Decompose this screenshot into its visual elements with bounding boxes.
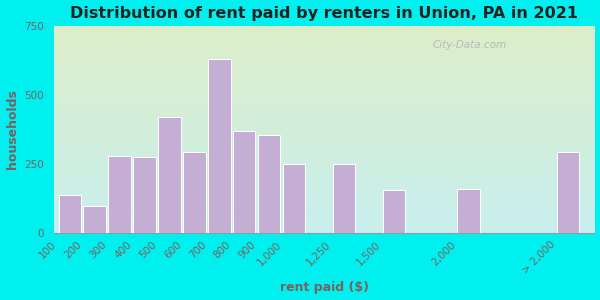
X-axis label: rent paid ($): rent paid ($) — [280, 281, 368, 294]
Bar — [109, 156, 131, 233]
Bar — [457, 189, 480, 233]
Title: Distribution of rent paid by renters in Union, PA in 2021: Distribution of rent paid by renters in … — [70, 6, 578, 21]
Bar — [59, 194, 81, 233]
Y-axis label: households: households — [5, 90, 19, 170]
Bar — [183, 152, 206, 233]
Bar — [383, 190, 405, 233]
Bar — [83, 206, 106, 233]
Bar — [333, 164, 355, 233]
Bar — [258, 135, 280, 233]
Bar — [158, 117, 181, 233]
Bar — [233, 131, 256, 233]
Text: City-Data.com: City-Data.com — [432, 40, 506, 50]
Bar — [208, 59, 230, 233]
Bar — [283, 164, 305, 233]
Bar — [557, 152, 580, 233]
Bar — [133, 157, 156, 233]
